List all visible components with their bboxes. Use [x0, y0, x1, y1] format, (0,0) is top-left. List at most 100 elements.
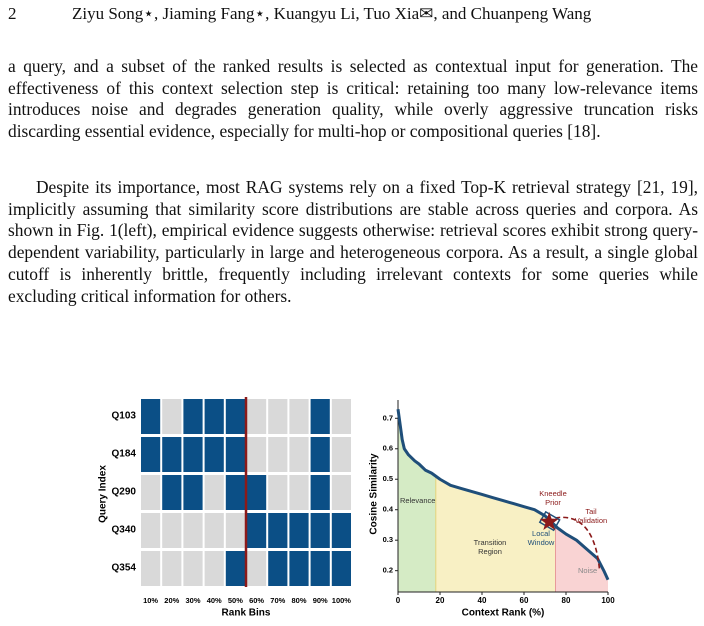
annotation-line: Kneedle	[539, 489, 567, 498]
heat-cell	[310, 475, 330, 510]
heat-cell	[247, 437, 267, 472]
x-tick-label: 100	[601, 596, 615, 605]
x-tick-label: 90%	[313, 596, 328, 605]
heat-cell	[268, 475, 288, 510]
x-tick-label: 30%	[185, 596, 200, 605]
y-axis-label: Query Index	[98, 465, 109, 523]
heat-cell	[331, 475, 351, 510]
x-axis-label: Context Rank (%)	[462, 608, 545, 619]
heat-cell	[183, 513, 203, 548]
heat-cell	[247, 399, 267, 434]
heat-cell	[289, 399, 309, 434]
x-tick-label: 60	[520, 596, 529, 605]
heat-cell	[331, 513, 351, 548]
row-label: Q354	[112, 563, 137, 574]
heat-cell	[247, 551, 267, 586]
region	[555, 525, 608, 592]
annotation-line: Validation	[575, 516, 607, 525]
x-tick-label: 10%	[143, 596, 158, 605]
x-axis-label: Rank Bins	[222, 608, 271, 619]
heat-cell	[162, 513, 182, 548]
heat-cell	[204, 399, 224, 434]
authors: Ziyu Song⋆, Jiaming Fang⋆, Kuangyu Li, T…	[72, 4, 592, 23]
x-tick-label: 50%	[228, 596, 243, 605]
heat-cell	[225, 513, 245, 548]
heat-cell	[183, 475, 203, 510]
knee-point	[539, 511, 559, 530]
region-label-line: Region	[478, 547, 502, 556]
tail-validation-arc	[555, 516, 601, 571]
x-tick-label: 60%	[249, 596, 264, 605]
annotation: Tail Validation	[575, 507, 607, 525]
x-tick-label: 80%	[291, 596, 306, 605]
heat-cell	[247, 475, 267, 510]
heat-cell	[162, 551, 182, 586]
paragraph: a query, and a subset of the ranked resu…	[8, 56, 698, 142]
x-tick-label: 40	[478, 596, 487, 605]
heat-cell	[141, 437, 161, 472]
heat-cell	[289, 551, 309, 586]
y-tick-label: 0.5	[383, 474, 393, 483]
heat-cell	[204, 475, 224, 510]
x-tick-label: 100%	[332, 596, 352, 605]
annotation-line: Local	[532, 529, 550, 538]
heat-cell	[141, 399, 161, 434]
heat-cell	[247, 513, 267, 548]
heat-cell	[268, 437, 288, 472]
heat-cell	[310, 513, 330, 548]
x-tick-label: 0	[396, 596, 401, 605]
annotation-line: Tail	[585, 507, 597, 516]
heat-cell	[331, 399, 351, 434]
y-tick-label: 0.6	[383, 444, 393, 453]
heat-cell	[141, 475, 161, 510]
row-label: Q290	[112, 487, 137, 498]
x-tick-label: 40%	[207, 596, 222, 605]
heat-cell	[268, 551, 288, 586]
similarity-curve	[396, 408, 610, 581]
heat-cell	[331, 437, 351, 472]
paragraph: Despite its importance, most RAG systems…	[8, 177, 698, 306]
row-label: Q103	[112, 411, 137, 422]
heat-cell	[331, 551, 351, 586]
x-tick-label: 70%	[270, 596, 285, 605]
y-tick-label: 0.3	[383, 535, 393, 544]
annotation-line: Window	[528, 538, 555, 547]
heat-cell	[204, 551, 224, 586]
row-label: Q340	[112, 525, 137, 536]
heat-cell	[289, 437, 309, 472]
heat-cell	[162, 437, 182, 472]
heat-cell	[141, 551, 161, 586]
annotation: Kneedle Prior	[539, 489, 567, 507]
y-tick-label: 0.4	[383, 505, 394, 514]
heat-cell	[268, 399, 288, 434]
heat-cell	[162, 399, 182, 434]
x-tick-label: 20	[436, 596, 445, 605]
y-tick-label: 0.2	[383, 566, 393, 575]
heat-cell	[310, 437, 330, 472]
heat-cell	[289, 513, 309, 548]
heat-cell	[289, 475, 309, 510]
heat-cell	[183, 551, 203, 586]
region-label: Relevance	[400, 496, 435, 505]
heat-cell	[141, 513, 161, 548]
y-axis-label: Cosine Similarity	[369, 453, 380, 535]
heat-cell	[162, 475, 182, 510]
heat-cell	[225, 551, 245, 586]
heat-cell	[310, 399, 330, 434]
region-label: Noise	[578, 566, 597, 575]
heat-cell	[204, 437, 224, 472]
y-tick-label: 0.7	[383, 413, 393, 422]
heat-cell	[310, 551, 330, 586]
annotation: Local Window	[528, 529, 555, 547]
region-label: Transition Region	[474, 538, 507, 556]
region	[435, 476, 556, 592]
heat-cell	[268, 513, 288, 548]
row-label: Q184	[112, 449, 137, 460]
x-tick-label: 80	[562, 596, 571, 605]
heat-cell	[204, 513, 224, 548]
heat-cell	[183, 437, 203, 472]
heat-cell	[225, 399, 245, 434]
heat-cell	[225, 475, 245, 510]
